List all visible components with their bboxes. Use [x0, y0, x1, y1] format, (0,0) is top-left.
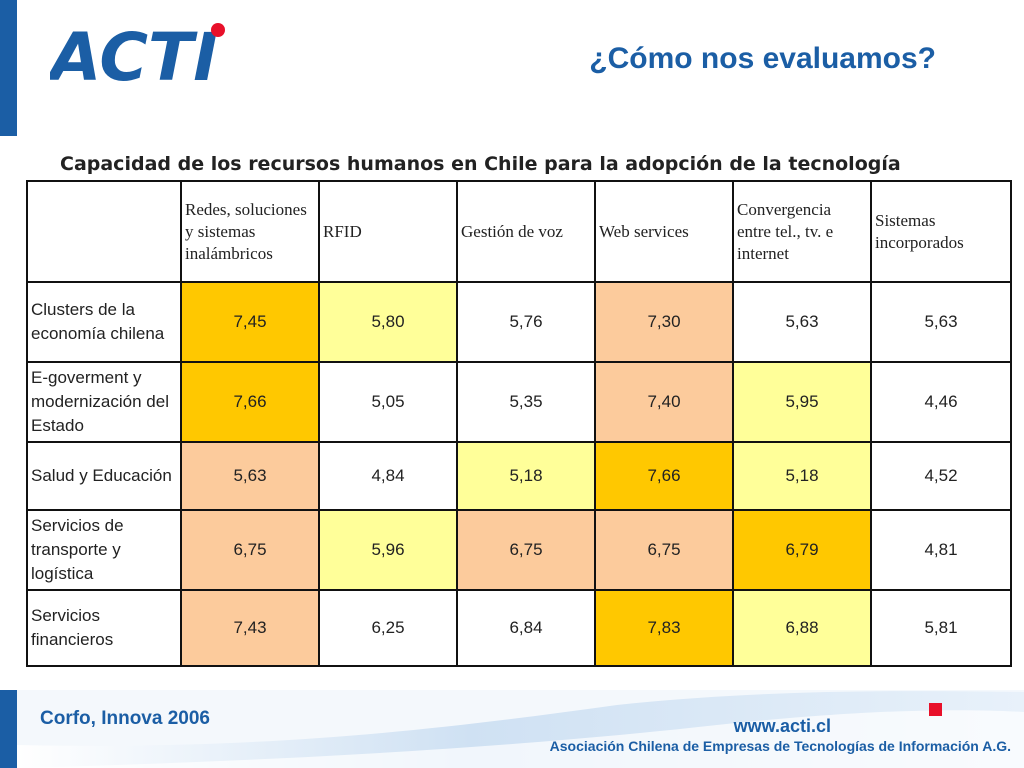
row-label: Salud y Educación	[26, 441, 182, 511]
footer-wave-decoration	[17, 690, 1024, 768]
table-cell: 6,84	[456, 589, 596, 667]
column-header: Convergencia entre tel., tv. e internet	[732, 180, 872, 283]
table-caption: Capacidad de los recursos humanos en Chi…	[60, 153, 901, 175]
table-cell: 6,25	[318, 589, 458, 667]
logo-dot-icon	[211, 23, 225, 37]
left-accent-bar-top	[0, 0, 17, 136]
row-label: Servicios financieros	[26, 589, 182, 667]
corner-cell	[26, 180, 182, 283]
left-accent-bar-bottom	[0, 690, 17, 768]
table-cell: 7,40	[594, 361, 734, 443]
footer-url-link[interactable]: www.acti.cl	[733, 716, 831, 736]
table-cell: 6,75	[594, 509, 734, 591]
table-header-row: Redes, soluciones y sistemas inalámbrico…	[26, 180, 1012, 283]
row-label: Clusters de la economía chilena	[26, 281, 182, 363]
table-cell: 5,96	[318, 509, 458, 591]
table-cell: 6,79	[732, 509, 872, 591]
table-cell: 4,46	[870, 361, 1012, 443]
table-cell: 5,63	[870, 281, 1012, 363]
table-cell: 5,63	[732, 281, 872, 363]
acti-logo: ACTI	[50, 22, 225, 86]
table-cell: 6,88	[732, 589, 872, 667]
red-square-icon	[929, 703, 942, 716]
table-cell: 5,76	[456, 281, 596, 363]
evaluation-table: Redes, soluciones y sistemas inalámbrico…	[26, 180, 1012, 667]
row-label: E-goverment y modernización del Estado	[26, 361, 182, 443]
footer-organization: Asociación Chilena de Empresas de Tecnol…	[549, 738, 1011, 754]
table-row: Salud y Educación 5,63 4,84 5,18 7,66 5,…	[26, 441, 1012, 511]
column-header: Sistemas incorporados	[870, 180, 1012, 283]
table-cell: 6,75	[456, 509, 596, 591]
table-cell: 7,66	[594, 441, 734, 511]
table-cell: 5,18	[732, 441, 872, 511]
table-cell: 5,80	[318, 281, 458, 363]
table-cell: 5,35	[456, 361, 596, 443]
table-row: E-goverment y modernización del Estado 7…	[26, 361, 1012, 443]
table-cell: 4,84	[318, 441, 458, 511]
column-header: Gestión de voz	[456, 180, 596, 283]
table-cell: 4,81	[870, 509, 1012, 591]
page-title: ¿Cómo nos evaluamos?	[589, 42, 936, 75]
table-cell: 5,18	[456, 441, 596, 511]
table-cell: 4,52	[870, 441, 1012, 511]
footer-source: Corfo, Innova 2006	[40, 708, 210, 729]
logo-wordmark: ACTI	[50, 22, 218, 86]
table-cell: 5,63	[180, 441, 320, 511]
table-cell: 5,81	[870, 589, 1012, 667]
row-label: Servicios de transporte y logística	[26, 509, 182, 591]
table-cell: 7,45	[180, 281, 320, 363]
table-row: Servicios de transporte y logística 6,75…	[26, 509, 1012, 591]
table-cell: 5,05	[318, 361, 458, 443]
table-cell: 7,43	[180, 589, 320, 667]
column-header: RFID	[318, 180, 458, 283]
table-row: Servicios financieros 7,43 6,25 6,84 7,8…	[26, 589, 1012, 667]
column-header: Redes, soluciones y sistemas inalámbrico…	[180, 180, 320, 283]
table-row: Clusters de la economía chilena 7,45 5,8…	[26, 281, 1012, 363]
table-cell: 7,83	[594, 589, 734, 667]
table-cell: 7,30	[594, 281, 734, 363]
column-header: Web services	[594, 180, 734, 283]
table-cell: 5,95	[732, 361, 872, 443]
table-cell: 7,66	[180, 361, 320, 443]
table-cell: 6,75	[180, 509, 320, 591]
